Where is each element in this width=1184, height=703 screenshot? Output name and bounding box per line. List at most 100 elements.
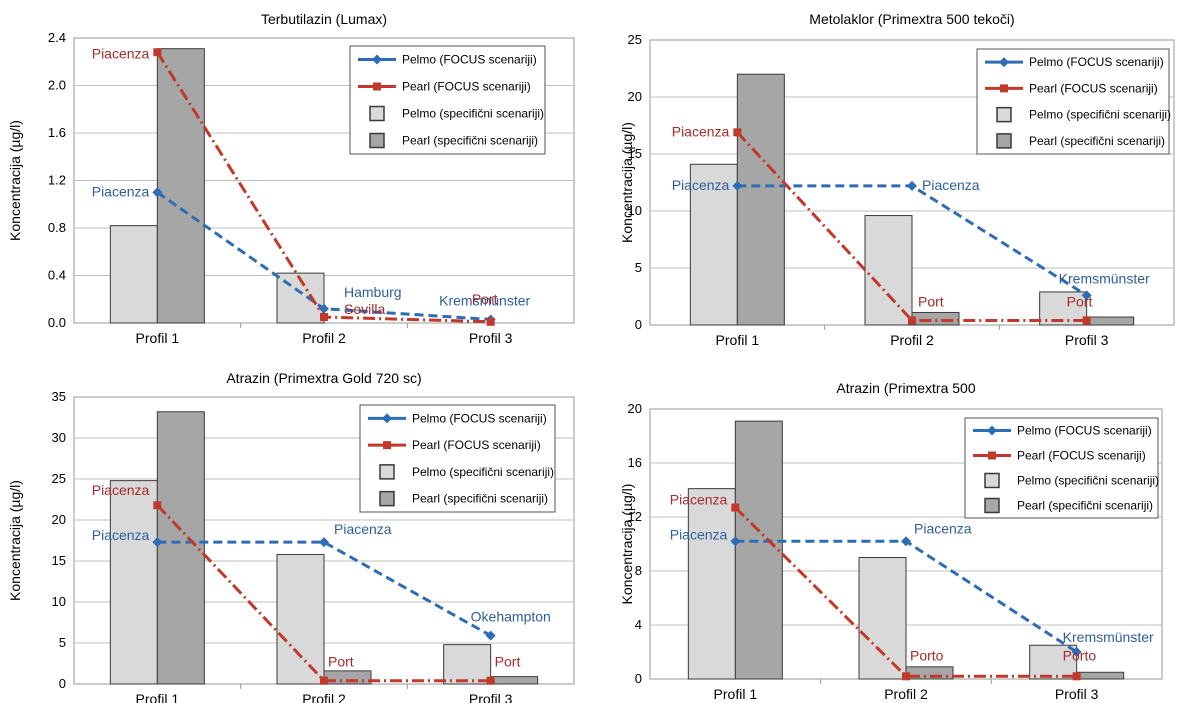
y-tick-label: 0 — [635, 317, 642, 332]
pearl-point-label: Port — [918, 293, 944, 309]
y-tick-label: 0.0 — [48, 315, 66, 330]
point-pearl-focus — [320, 676, 328, 685]
pelmo-point-label: Piacenza — [672, 177, 730, 193]
pelmo-point-label: Kremsmünster — [439, 292, 530, 308]
legend-marker-pelmo-focus — [999, 57, 1009, 68]
legend-swatch-pearl-specific — [369, 132, 385, 149]
legend-label: Pelmo (FOCUS scenariji) — [1017, 424, 1152, 438]
point-pelmo-focus — [152, 187, 163, 198]
legend-label: Pelmo (specifični scenariji) — [1017, 474, 1159, 488]
x-tick-label: Profil 2 — [884, 686, 928, 702]
y-axis-label: Koncentracija (µg/l) — [619, 484, 635, 605]
x-tick-label: Profil 3 — [1065, 332, 1109, 348]
legend-marker-pelmo-focus — [382, 413, 392, 424]
legend-label: Pearl (FOCUS scenariji) — [402, 80, 531, 94]
pelmo-point-label: Piacenza — [922, 177, 980, 193]
point-pearl-focus — [486, 317, 495, 326]
y-tick-label: 12 — [628, 509, 642, 524]
bar-pelmo-specific — [1029, 644, 1078, 680]
legend-label: Pearl (specifični scenariji) — [1017, 499, 1153, 513]
pearl-point-label: Sevilla — [344, 301, 385, 317]
x-tick-label: Profil 1 — [716, 332, 760, 348]
y-tick-label: 1.6 — [48, 125, 66, 140]
y-tick-label: 5 — [59, 635, 66, 650]
bar-pearl-specific — [911, 311, 960, 326]
point-pearl-focus — [731, 503, 740, 512]
legend-swatch-pelmo-specific — [379, 464, 395, 480]
chart-terbutilazin: Terbutilazin (Lumax) 0.0 0.4 0.8 1.2 1.6 2.0 2.… — [7, 11, 575, 345]
point-pearl-focus — [908, 316, 916, 325]
legend-label: Pearl (FOCUS scenariji) — [1029, 81, 1158, 95]
bar-pelmo-specific — [858, 557, 907, 680]
bar-pelmo-specific — [276, 553, 325, 685]
y-tick-label: 1.2 — [48, 173, 66, 188]
x-tick-label: Profil 3 — [1055, 686, 1099, 702]
line-pearl-focus — [734, 506, 1077, 678]
y-tick-label: 2.0 — [48, 78, 66, 93]
pelmo-point-label: Piacenza — [334, 521, 392, 537]
y-tick-label: 0.8 — [48, 220, 66, 235]
point-pelmo-focus — [730, 536, 741, 547]
pearl-point-label: Piacenza — [92, 45, 150, 61]
x-tick-label: Profil 2 — [302, 330, 346, 345]
x-tick-label: Profil 2 — [302, 691, 346, 703]
legend-marker-pelmo-focus — [987, 425, 997, 436]
legend-swatch-pearl-specific — [996, 133, 1012, 149]
bar-pearl-specific — [156, 48, 205, 324]
y-tick-label: 20 — [52, 512, 66, 527]
y-axis-label: Koncentracija (µg/l) — [7, 480, 23, 601]
y-tick-label: 0.4 — [48, 268, 66, 283]
pelmo-point-label: Piacenza — [92, 527, 150, 543]
legend-marker-pearl-focus — [988, 451, 996, 460]
legend-marker-pelmo-focus — [372, 54, 382, 65]
bar-pelmo-specific — [687, 488, 736, 680]
y-tick-label: 16 — [628, 455, 642, 470]
point-pearl-focus — [733, 128, 742, 137]
y-tick-label: 0 — [635, 671, 642, 686]
bar-pelmo-specific — [443, 644, 492, 685]
bar-pearl-specific — [490, 676, 539, 685]
x-tick-label: Profil 2 — [890, 332, 934, 348]
legend-label: Pelmo (FOCUS scenariji) — [412, 411, 547, 425]
legend-label: Pelmo (FOCUS scenariji) — [402, 53, 537, 67]
pelmo-point-label: Piacenza — [92, 183, 150, 199]
point-pelmo-focus — [1071, 647, 1082, 657]
y-tick-label: 0 — [59, 676, 66, 691]
legend-label: Pearl (FOCUS scenariji) — [412, 438, 541, 452]
point-pelmo-focus — [732, 180, 743, 191]
chart-atrazin-primextra: Atrazin (Primextra 500 0 4 8 12 16 20 Koncentra… — [619, 380, 1163, 702]
pelmo-point-label: Okehampton — [471, 609, 551, 625]
x-tick-label: Profil 1 — [136, 330, 180, 345]
legend-label: Pearl (specifični scenariji) — [1029, 134, 1165, 148]
x-tick-label: Profil 1 — [136, 691, 180, 703]
chart-title: Terbutilazin (Lumax) — [261, 11, 387, 27]
point-pelmo-focus — [907, 180, 917, 191]
bar-pearl-specific — [1086, 316, 1135, 326]
point-pelmo-focus — [319, 303, 329, 314]
y-tick-label: 5 — [635, 260, 642, 275]
point-pelmo-focus — [152, 537, 163, 548]
pearl-point-label: Port — [495, 654, 521, 670]
y-tick-label: 4 — [635, 617, 642, 632]
pearl-point-label: Piacenza — [92, 482, 150, 498]
y-tick-label: 30 — [52, 430, 66, 445]
y-tick-label: 8 — [635, 563, 642, 578]
x-tick-label: Profil 3 — [469, 691, 513, 703]
legend-swatch-pelmo-specific — [984, 472, 1000, 489]
point-pearl-focus — [1072, 672, 1081, 681]
pelmo-point-label: Piacenza — [670, 526, 728, 542]
pearl-point-label: Piacenza — [670, 492, 728, 508]
bar-pearl-specific — [736, 73, 785, 326]
pelmo-point-label: Piacenza — [914, 520, 972, 536]
pearl-point-label: Port — [1067, 293, 1093, 309]
legend-swatch-pelmo-specific — [369, 105, 385, 122]
point-pearl-focus — [153, 501, 162, 510]
legend-marker-pearl-focus — [1000, 84, 1008, 93]
line-pelmo-focus — [157, 540, 492, 637]
legend-marker-pearl-focus — [383, 441, 391, 450]
legend-label: Pelmo (specifični scenariji) — [402, 107, 544, 121]
legend-swatch-pelmo-specific — [996, 106, 1012, 123]
y-tick-label: 10 — [52, 594, 66, 609]
x-tick-label: Profil 3 — [469, 330, 513, 345]
y-tick-label: 10 — [628, 203, 642, 218]
